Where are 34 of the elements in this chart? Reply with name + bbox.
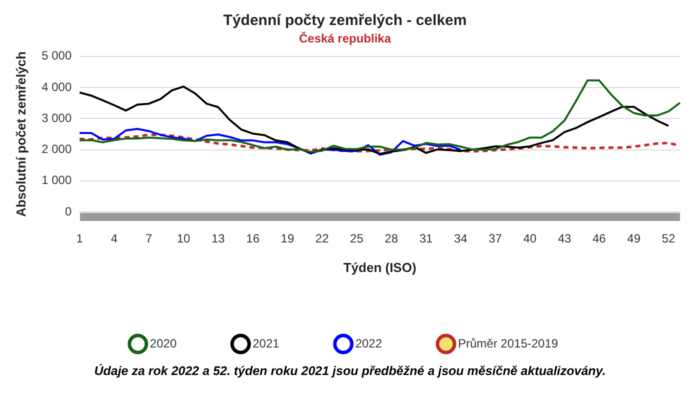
x-tick-label: 34 xyxy=(454,232,468,246)
legend-label: Průměr 2015-2019 xyxy=(458,336,558,350)
legend-label: 2020 xyxy=(150,336,177,350)
text: Údaje za rok 2022 a 52. týden roku 2021 jsou předběžné a jsou měsíčně aktualizovány. xyxy=(93,364,607,378)
x-tick-label: 49 xyxy=(627,232,641,246)
x-tick-label: 31 xyxy=(419,232,433,246)
chart-title: Týdenní počty zemřelých - celkem xyxy=(223,12,467,30)
y-tick-label: 1 000 xyxy=(42,173,72,188)
x-axis-title: Týden (ISO) xyxy=(343,260,416,275)
x-tick-label: 4 xyxy=(110,232,118,246)
x-tick-label: 13 xyxy=(211,232,226,246)
y-tick-label: 5 000 xyxy=(42,48,72,63)
x-tick-label: 7 xyxy=(146,232,153,246)
x-tick-label: 19 xyxy=(280,232,294,246)
chart-subtitle: Česká republika xyxy=(298,32,392,46)
x-tick-label: 43 xyxy=(558,232,572,246)
legend-label: 2022 xyxy=(355,336,382,350)
y-tick-label: 0 xyxy=(64,204,72,218)
x-tick-label: 16 xyxy=(246,232,260,246)
y-tick-label: 2 000 xyxy=(42,142,72,156)
x-tick-label: 40 xyxy=(523,232,537,246)
y-tick-label: 3 000 xyxy=(42,110,72,125)
line-series xyxy=(78,134,682,153)
x-tick-label: 46 xyxy=(592,232,606,246)
legend-label: 2021 xyxy=(252,336,280,350)
y-axis-title: Absolutní počet zemřelých xyxy=(13,51,28,217)
x-tick-label: 52 xyxy=(662,232,676,246)
x-tick-label: 25 xyxy=(350,232,364,246)
y-tick-label: 4 000 xyxy=(42,80,72,94)
x-tick-label: 1 xyxy=(76,232,84,246)
x-tick-label: 37 xyxy=(488,232,502,246)
x-tick-label: 22 xyxy=(315,232,330,246)
x-tick-label: 28 xyxy=(384,232,398,246)
x-tick-label: 10 xyxy=(176,232,191,246)
